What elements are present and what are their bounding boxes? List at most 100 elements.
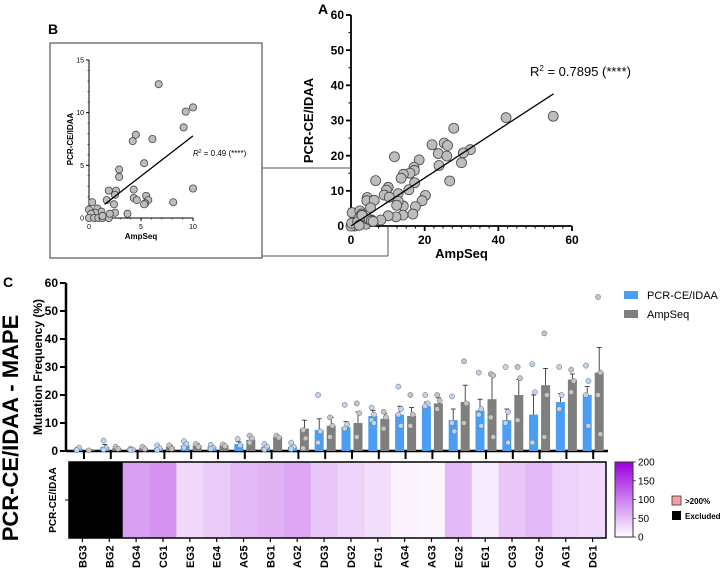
data-point (132, 196, 141, 205)
ampseq-bar (273, 437, 283, 451)
data-point (595, 392, 601, 398)
data-point (380, 408, 387, 415)
heatmap-cell (471, 462, 499, 538)
over-200-swatch (671, 495, 682, 506)
heatmap-cell (122, 462, 150, 538)
category-label: AG4 (400, 545, 412, 569)
data-point (541, 330, 548, 337)
data-point (327, 434, 333, 440)
data-point (85, 447, 92, 454)
y-tick-label: 60 (331, 8, 345, 22)
data-point (380, 425, 387, 432)
r-value: = 0.7895 (****) (544, 64, 631, 79)
data-point (105, 209, 114, 218)
heatmap-title: PCR-CE/IDAA - MAPE (0, 315, 23, 542)
data-point (478, 406, 485, 412)
data-point (583, 362, 589, 369)
regression-line (104, 135, 194, 205)
data-point (154, 447, 161, 454)
y-tick-label: 0 (337, 219, 344, 233)
data-point (502, 420, 509, 426)
data-point (547, 110, 559, 122)
data-point (461, 358, 467, 365)
ampseq-bar (407, 416, 417, 451)
data-point (463, 400, 470, 407)
data-point (353, 219, 365, 231)
data-point (448, 122, 460, 134)
panel-label-c: C (3, 274, 13, 290)
category-label: BG1 (265, 545, 277, 568)
data-point (397, 406, 404, 412)
data-point (356, 410, 363, 417)
data-point (442, 140, 453, 151)
data-point (391, 199, 403, 211)
data-point (127, 447, 134, 453)
ampseq-bar (460, 402, 470, 451)
category-label: EG1 (480, 546, 492, 568)
heatmap-cell (176, 462, 204, 538)
legend-swatch (624, 291, 638, 299)
heatmap-cell (283, 462, 311, 538)
data-point (475, 369, 482, 376)
category-label: CG1 (158, 545, 170, 568)
data-point (100, 446, 107, 453)
data-point (490, 434, 497, 440)
data-point (288, 446, 295, 452)
data-point (341, 401, 348, 408)
pcr-bar (555, 402, 565, 451)
data-point (300, 445, 307, 452)
data-point (556, 406, 563, 412)
legend-label: PCR-CE/IDAA (647, 290, 719, 302)
legend-label: Excluded (685, 512, 721, 521)
data-point (456, 157, 467, 169)
x-tick-label: 0 (348, 233, 355, 247)
y-tick-label: 60 (45, 276, 59, 290)
y-tick-label: 40 (331, 79, 345, 93)
data-point (315, 392, 321, 398)
ampseq-bar (487, 399, 497, 451)
data-point (246, 439, 253, 446)
y-tick-label: 10 (331, 184, 345, 198)
category-label: CG2 (534, 545, 546, 568)
colorbar-label: 150 (638, 476, 655, 487)
data-point (478, 422, 485, 429)
data-point (249, 435, 255, 442)
y-tick-label: 50 (331, 43, 345, 57)
data-point (505, 408, 511, 415)
data-point (222, 443, 229, 450)
ampseq-bar (541, 385, 551, 451)
data-point (302, 435, 309, 442)
x-tick-label: 40 (492, 233, 506, 247)
pcr-bar (395, 414, 405, 451)
data-point (517, 375, 523, 382)
r-letter: R (193, 149, 199, 158)
data-point (181, 107, 190, 116)
data-point (315, 439, 321, 446)
legend-label: >200% (685, 497, 710, 506)
category-label: BG3 (77, 545, 89, 568)
category-label: AG1 (561, 545, 573, 568)
data-point (288, 439, 295, 446)
data-point (188, 103, 197, 112)
data-point (395, 172, 407, 184)
r-value: = 0.49 (****) (202, 149, 247, 158)
data-point (487, 414, 494, 421)
heatmap-cell (418, 462, 446, 538)
data-point (353, 434, 360, 440)
data-point (73, 447, 80, 454)
y-tick-label: 30 (45, 360, 59, 374)
category-label: AG3 (426, 545, 438, 568)
data-point (261, 446, 268, 453)
y-tick-label: 40 (45, 332, 59, 346)
category-label: DG2 (346, 545, 358, 568)
heatmap-cell (203, 462, 231, 538)
heatmap-cell (498, 462, 526, 538)
category-label: AG5 (239, 545, 251, 568)
data-point (413, 154, 425, 166)
data-point (558, 392, 565, 398)
data-point (275, 434, 282, 441)
heatmap-cell (337, 462, 365, 538)
